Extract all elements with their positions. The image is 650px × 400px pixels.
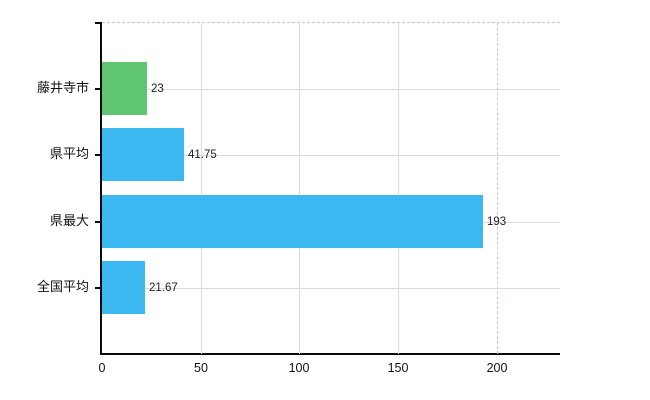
horizontal-gridline: [102, 89, 560, 90]
axis-tick: [95, 287, 100, 289]
bar-value-label: 23: [151, 83, 164, 95]
x-axis-line: [100, 353, 560, 355]
horizontal-gridline: [102, 288, 560, 289]
category-label: 藤井寺市: [36, 80, 89, 95]
bar[interactable]: [102, 62, 147, 115]
bar-value-label: 41.75: [188, 149, 217, 161]
x-tick-label: 50: [194, 361, 208, 375]
x-tick-label: 100: [288, 361, 310, 375]
axis-tick: [95, 154, 100, 156]
horizontal-gridline: [102, 155, 560, 156]
x-tick-label: 200: [486, 361, 508, 375]
bar[interactable]: [102, 195, 483, 248]
bar[interactable]: [102, 261, 145, 314]
category-label: 県最大: [49, 213, 89, 228]
vertical-gridline: [398, 23, 399, 354]
vertical-gridline: [497, 23, 499, 354]
bar-value-label: 193: [487, 216, 507, 228]
axis-tick: [95, 22, 100, 24]
y-axis-line: [100, 22, 102, 354]
x-tick-label: 150: [387, 361, 409, 375]
axis-tick: [95, 221, 100, 223]
bar[interactable]: [102, 128, 184, 181]
bar-value-label: 21.67: [149, 282, 178, 294]
category-label: 全国平均: [36, 279, 89, 294]
category-label: 県平均: [49, 146, 89, 161]
vertical-gridline: [201, 23, 202, 354]
plot-area: 23 41.75 193 21.67: [95, 22, 560, 355]
axis-tick: [95, 88, 100, 90]
vertical-gridline: [299, 23, 300, 354]
x-tick-label: 0: [98, 361, 106, 375]
